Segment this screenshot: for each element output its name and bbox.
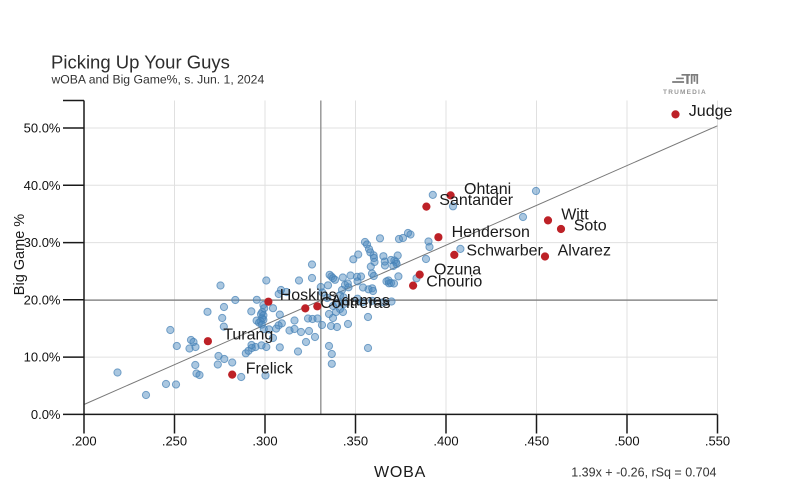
svg-text:40.0%: 40.0% <box>24 178 61 193</box>
svg-text:0.0%: 0.0% <box>31 407 61 422</box>
svg-text:.200: .200 <box>71 433 96 448</box>
svg-text:30.0%: 30.0% <box>24 235 61 250</box>
svg-text:WOBA: WOBA <box>374 464 426 481</box>
svg-text:Adames: Adames <box>331 293 390 310</box>
svg-text:Henderson: Henderson <box>452 224 530 241</box>
svg-text:Alvarez: Alvarez <box>558 243 611 260</box>
svg-text:.350: .350 <box>343 433 368 448</box>
svg-text:Soto: Soto <box>574 218 607 235</box>
svg-text:.450: .450 <box>524 433 549 448</box>
svg-text:1.39x + -0.26, rSq = 0.704: 1.39x + -0.26, rSq = 0.704 <box>571 465 716 479</box>
svg-text:Ozuna: Ozuna <box>434 262 481 279</box>
svg-text:.550: .550 <box>705 433 730 448</box>
svg-text:.500: .500 <box>614 433 639 448</box>
svg-text:Hoskins: Hoskins <box>280 287 337 304</box>
svg-text:Witt: Witt <box>561 207 589 224</box>
svg-text:10.0%: 10.0% <box>24 350 61 365</box>
svg-text:Frelick: Frelick <box>246 360 294 377</box>
svg-text:Turang: Turang <box>223 327 273 344</box>
svg-text:20.0%: 20.0% <box>24 292 61 307</box>
svg-text:.400: .400 <box>433 433 458 448</box>
svg-text:TRUMEDIA: TRUMEDIA <box>663 89 707 96</box>
svg-text:Judge: Judge <box>689 103 733 120</box>
svg-text:Picking Up Your Guys: Picking Up Your Guys <box>51 52 230 73</box>
svg-text:Contreras: Contreras <box>320 295 390 312</box>
svg-text:wOBA and Big Game%, s. Jun. 1,: wOBA and Big Game%, s. Jun. 1, 2024 <box>51 73 265 87</box>
svg-text:.250: .250 <box>162 433 187 448</box>
svg-text:Ohtani: Ohtani <box>464 181 511 198</box>
svg-text:Santander: Santander <box>439 192 514 209</box>
svg-text:.300: .300 <box>252 433 277 448</box>
svg-text:Big Game %: Big Game % <box>12 214 28 295</box>
svg-text:Chourio: Chourio <box>426 273 482 290</box>
svg-text:50.0%: 50.0% <box>24 121 61 136</box>
svg-text:Schwarber: Schwarber <box>466 243 543 260</box>
